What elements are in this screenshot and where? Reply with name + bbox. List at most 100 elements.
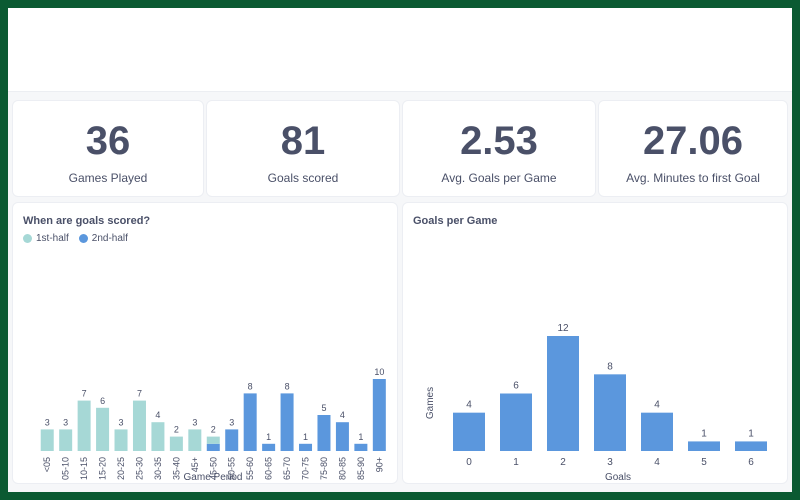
- bar-2nd-half-10: [225, 429, 239, 451]
- legend-label: 1st-half: [36, 233, 69, 244]
- y-axis-title: Games: [425, 387, 436, 419]
- data-label: 1: [266, 432, 271, 442]
- tick-label: 35-40: [171, 457, 181, 480]
- dashboard-body: 36 Games Played 81 Goals scored 2.53 Avg…: [8, 92, 792, 492]
- data-label: 3: [45, 417, 50, 427]
- tick-label: 80-85: [337, 457, 347, 480]
- goals-timing-chart: 3 <05 3 05-10 7 10-15 6 15-20 3 20-25 7 25-30 4 30-35…: [40, 367, 386, 483]
- tick-label: 45-50: [208, 457, 218, 480]
- bar-2nd-half-14: [299, 443, 313, 451]
- data-label: 3: [192, 417, 197, 427]
- bar-2nd-half-17: [354, 443, 368, 451]
- kpi-label: Avg. Goals per Game: [441, 171, 557, 185]
- data-label: 4: [340, 410, 345, 420]
- tick-label: 45+: [190, 457, 200, 472]
- data-label: 2: [211, 425, 216, 435]
- kpi-goals-scored[interactable]: 81 Goals scored: [206, 100, 400, 197]
- kpi-label: Goals scored: [267, 171, 339, 185]
- bar-1st-half-2: [77, 400, 91, 451]
- tick-label: 3: [607, 457, 613, 468]
- legend-item-first-half[interactable]: 1st-half: [23, 233, 69, 244]
- data-label: 3: [63, 417, 68, 427]
- data-label: 3: [119, 417, 124, 427]
- kpi-games-played[interactable]: 36 Games Played: [12, 100, 204, 197]
- kpi-avg-goals[interactable]: 2.53 Avg. Goals per Game: [402, 100, 596, 197]
- kpi-avg-minutes[interactable]: 27.06 Avg. Minutes to first Goal: [598, 100, 788, 197]
- dashboard-frame: 36 Games Played 81 Goals scored 2.53 Avg…: [8, 8, 792, 492]
- bar-goals-4: [641, 412, 673, 451]
- x-axis-title: Game Period: [184, 472, 243, 483]
- legend-label: 2nd-half: [91, 233, 128, 244]
- bar-goals-2: [547, 336, 579, 451]
- legend: 1st-half 2nd-half: [23, 233, 128, 244]
- bar-goals-0: [453, 412, 485, 451]
- data-label: 5: [321, 403, 326, 413]
- data-label: 7: [82, 389, 87, 399]
- tick-label: 05-10: [61, 457, 71, 480]
- kpi-label: Avg. Minutes to first Goal: [626, 171, 760, 185]
- legend-swatch: [78, 234, 88, 243]
- bar-goals-6: [735, 441, 767, 451]
- tick-label: 15-20: [98, 457, 108, 480]
- bar-1st-half-4: [114, 429, 128, 451]
- bar-2nd-half-16: [335, 422, 349, 451]
- bar-2nd-half-15: [317, 415, 331, 451]
- bar-2nd-half-11: [243, 393, 257, 451]
- data-label: 8: [248, 381, 253, 391]
- tick-label: 50-55: [227, 457, 237, 480]
- x-axis-title: Goals: [605, 472, 631, 483]
- data-label: 4: [654, 400, 660, 411]
- bar-2nd-half-12: [262, 443, 276, 451]
- bar-goals-1: [500, 393, 532, 451]
- tick-label: 90+: [374, 457, 384, 472]
- tick-label: 65-70: [282, 457, 292, 480]
- tick-label: 5: [701, 457, 707, 468]
- tick-label: <05: [42, 457, 52, 472]
- data-label: 4: [155, 410, 160, 420]
- goals-per-game-chart: 4 0 6 1 12 2 8 3 4 4 1 5 1 6 Goals Games: [425, 323, 767, 483]
- tick-label: 1: [513, 457, 519, 468]
- data-label: 8: [607, 361, 613, 372]
- goals-per-game-card[interactable]: Goals per Game 4 0 6 1 12 2 8 3 4 4 1 5 1 6 Goals Games: [402, 202, 788, 484]
- bar-1st-half-9: [206, 436, 220, 444]
- kpi-value: 81: [280, 119, 326, 163]
- data-label: 6: [100, 396, 105, 406]
- bar-1st-half-3: [96, 407, 110, 451]
- bar-goals-3: [594, 374, 626, 451]
- chart-title: Goals per Game: [413, 215, 498, 227]
- bar-1st-half-5: [132, 400, 146, 451]
- bar-1st-half-7: [169, 436, 183, 451]
- tick-label: 4: [654, 457, 660, 468]
- goals-timing-card[interactable]: When are goals scored? 1st-half 2nd-half…: [12, 202, 398, 484]
- kpi-value: 36: [85, 119, 131, 163]
- bar-goals-5: [688, 441, 720, 451]
- legend-swatch: [23, 234, 32, 243]
- tick-label: 70-75: [301, 457, 311, 480]
- tick-label: 25-30: [134, 457, 144, 480]
- kpi-value: 27.06: [642, 119, 744, 163]
- bar-1st-half-1: [59, 429, 73, 451]
- data-label: 1: [358, 432, 363, 442]
- tick-label: 2: [560, 457, 566, 468]
- bar-2nd-half-9: [206, 443, 220, 451]
- kpi-label: Games Played: [68, 171, 148, 185]
- bar-1st-half-8: [188, 429, 202, 451]
- legend-item-second-half[interactable]: 2nd-half: [78, 233, 128, 244]
- data-label: 6: [513, 381, 519, 392]
- bar-1st-half-0: [40, 429, 54, 451]
- bar-2nd-half-13: [280, 393, 294, 451]
- data-label: 3: [229, 417, 234, 427]
- chart-title: When are goals scored?: [23, 215, 151, 227]
- bar-2nd-half-18: [372, 379, 386, 451]
- data-label: 10: [374, 367, 384, 377]
- tick-label: 20-25: [116, 457, 126, 480]
- header-band: [8, 8, 792, 92]
- tick-label: 6: [748, 457, 754, 468]
- tick-label: 75-80: [319, 457, 329, 480]
- data-label: 1: [701, 428, 707, 439]
- tick-label: 30-35: [153, 457, 163, 480]
- tick-label: 55-60: [245, 457, 255, 480]
- tick-label: 10-15: [79, 457, 89, 480]
- tick-label: 85-90: [356, 457, 366, 480]
- bar-1st-half-6: [151, 422, 165, 451]
